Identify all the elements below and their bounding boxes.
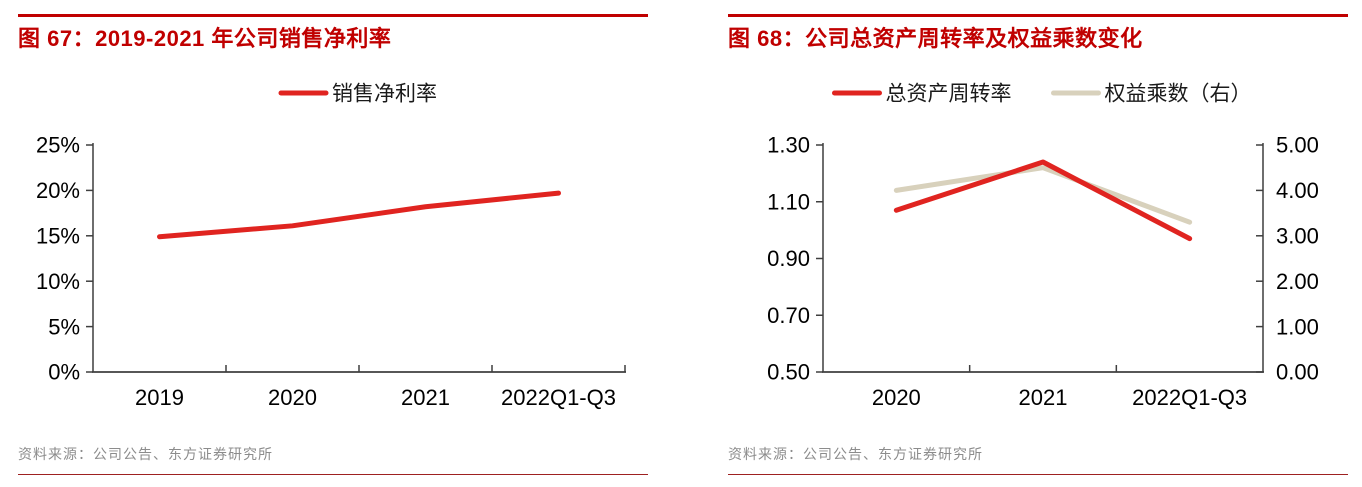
net-profit-margin-line-chart: 0% 5% 10% 15% 20% 25% 2019 2020 2021 2022Q1-Q3 销售净…	[36, 82, 626, 410]
svg-text:3.00: 3.00	[1276, 224, 1319, 249]
figure-title: 图 68：公司总资产周转率及权益乘数变化	[728, 26, 1143, 51]
chart-legend: 销售净利率	[278, 82, 437, 105]
svg-text:2019: 2019	[135, 385, 184, 410]
svg-text:2021: 2021	[1019, 385, 1068, 410]
chart-legend: 总资产周转率 权益乘数（右）	[832, 82, 1252, 105]
svg-text:0.00: 0.00	[1276, 360, 1319, 385]
svg-text:0.70: 0.70	[767, 303, 810, 328]
svg-text:20%: 20%	[36, 178, 80, 203]
source-note: 资料来源：公司公告、东方证券研究所	[728, 446, 983, 462]
svg-text:销售净利率: 销售净利率	[332, 82, 437, 105]
svg-text:权益乘数（右）: 权益乘数（右）	[1105, 82, 1252, 105]
source-note: 资料来源：公司公告、东方证券研究所	[18, 446, 273, 462]
figure-67: 图 67：2019-2021 年公司销售净利率 0% 5% 10% 15% 20% 25%…	[18, 0, 648, 475]
svg-text:2020: 2020	[872, 385, 921, 410]
svg-text:2022Q1-Q3: 2022Q1-Q3	[501, 385, 616, 410]
asset-turnover-equity-multiplier-line-chart: 0.50 0.70 0.90 1.10 1.30 0.00 1.00 2.00 3.00 4.00…	[767, 82, 1319, 410]
svg-text:25%: 25%	[36, 133, 80, 158]
figure-bottom-rule	[728, 474, 1348, 475]
figure-bottom-rule	[18, 474, 648, 475]
svg-text:1.30: 1.30	[767, 133, 810, 158]
svg-text:4.00: 4.00	[1276, 178, 1319, 203]
svg-text:0%: 0%	[48, 360, 80, 385]
figure-title: 图 67：2019-2021 年公司销售净利率	[18, 26, 392, 51]
svg-text:总资产周转率: 总资产周转率	[886, 82, 1012, 105]
figure-top-rule	[18, 14, 648, 17]
svg-text:2021: 2021	[401, 385, 450, 410]
svg-text:15%: 15%	[36, 224, 80, 249]
svg-text:0.50: 0.50	[767, 360, 810, 385]
svg-text:0.90: 0.90	[767, 246, 810, 271]
figure-68: 图 68：公司总资产周转率及权益乘数变化 0.50 0.70 0.90 1.10 1.3…	[728, 0, 1348, 475]
svg-text:2.00: 2.00	[1276, 269, 1319, 294]
svg-text:10%: 10%	[36, 269, 80, 294]
svg-text:2022Q1-Q3: 2022Q1-Q3	[1132, 385, 1247, 410]
svg-text:1.10: 1.10	[767, 189, 810, 214]
svg-text:1.00: 1.00	[1276, 314, 1319, 339]
svg-text:5.00: 5.00	[1276, 133, 1319, 158]
figure-top-rule	[728, 14, 1348, 17]
svg-text:5%: 5%	[48, 314, 80, 339]
svg-text:2020: 2020	[268, 385, 317, 410]
